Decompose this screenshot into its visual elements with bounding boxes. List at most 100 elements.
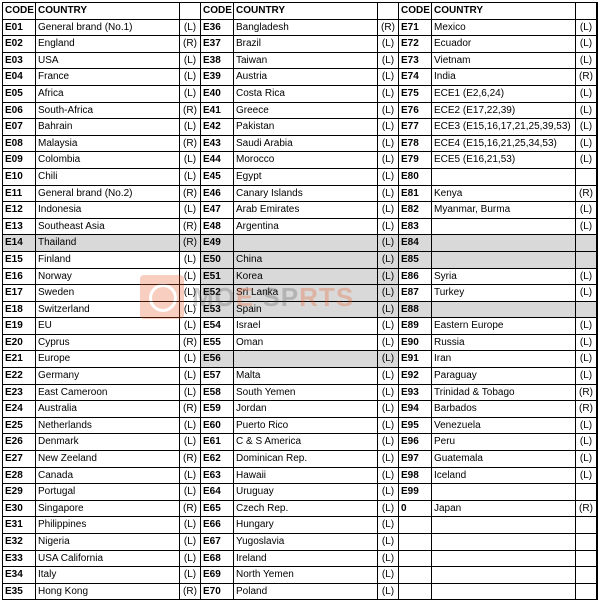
table-row: E22Germany(L) bbox=[3, 368, 201, 385]
table-row: E27New Zeeland(R) bbox=[3, 451, 201, 468]
country-cell: Israel bbox=[234, 318, 378, 334]
flag-cell: (L) bbox=[180, 418, 201, 434]
country-cell bbox=[432, 302, 576, 318]
table-row: E05Africa(L) bbox=[3, 86, 201, 103]
flag-cell: (R) bbox=[180, 451, 201, 467]
flag-cell: (L) bbox=[180, 269, 201, 285]
code-cell bbox=[399, 517, 432, 533]
country-cell: Korea bbox=[234, 269, 378, 285]
flag-cell: (L) bbox=[576, 451, 597, 467]
country-cell: Paraguay bbox=[432, 368, 576, 384]
table-row: E40Costa Rica(L) bbox=[201, 86, 399, 103]
table-row: E58South Yemen(L) bbox=[201, 385, 399, 402]
table-row: E53Spain(L) bbox=[201, 302, 399, 319]
code-cell: E87 bbox=[399, 285, 432, 301]
flag-cell bbox=[576, 517, 597, 533]
header-row: CODECOUNTRY bbox=[3, 3, 201, 20]
code-cell: E18 bbox=[3, 302, 36, 318]
country-cell: Portugal bbox=[36, 484, 180, 500]
country-cell: Pakistan bbox=[234, 119, 378, 135]
table-row: E19EU(L) bbox=[3, 318, 201, 335]
flag-cell: (L) bbox=[378, 119, 399, 135]
table-row: E63Hawaii(L) bbox=[201, 468, 399, 485]
flag-cell: (L) bbox=[378, 534, 399, 550]
table-row: E43Saudi Arabia(L) bbox=[201, 136, 399, 153]
code-cell: E85 bbox=[399, 252, 432, 268]
table-row: E56(L) bbox=[201, 351, 399, 368]
country-cell: ECE5 (E16,21,53) bbox=[432, 152, 576, 168]
table-row: E39Austria(L) bbox=[201, 69, 399, 86]
table-row: E68Ireland(L) bbox=[201, 551, 399, 568]
code-cell: E79 bbox=[399, 152, 432, 168]
flag-cell: (L) bbox=[576, 318, 597, 334]
flag-cell: (L) bbox=[378, 418, 399, 434]
country-cell: Trinidad & Tobago bbox=[432, 385, 576, 401]
table-row: E28Canada(L) bbox=[3, 468, 201, 485]
flag-cell: (L) bbox=[378, 235, 399, 251]
code-cell: E94 bbox=[399, 401, 432, 417]
code-cell: E55 bbox=[201, 335, 234, 351]
flag-cell: (L) bbox=[378, 434, 399, 450]
table-row: E23East Cameroon(L) bbox=[3, 385, 201, 402]
code-cell: E43 bbox=[201, 136, 234, 152]
country-cell: Arab Emirates bbox=[234, 202, 378, 218]
table-row: E03USA(L) bbox=[3, 53, 201, 70]
flag-cell: (L) bbox=[378, 202, 399, 218]
code-cell: E67 bbox=[201, 534, 234, 550]
country-cell: Hungary bbox=[234, 517, 378, 533]
table-row: E91Iran(L) bbox=[399, 351, 597, 368]
flag-cell: (L) bbox=[576, 434, 597, 450]
flag-cell bbox=[576, 551, 597, 567]
flag-cell bbox=[576, 534, 597, 550]
country-cell: Malaysia bbox=[36, 136, 180, 152]
flag-cell: (L) bbox=[378, 351, 399, 367]
country-cell bbox=[432, 584, 576, 600]
table-row: E46Canary Islands(L) bbox=[201, 186, 399, 203]
table-row: E82Myanmar, Burma(L) bbox=[399, 202, 597, 219]
country-cell: Taiwan bbox=[234, 53, 378, 69]
country-cell: General brand (No.2) bbox=[36, 186, 180, 202]
flag-cell: (R) bbox=[180, 219, 201, 235]
code-cell: E83 bbox=[399, 219, 432, 235]
flag-cell: (R) bbox=[576, 501, 597, 517]
country-code-table: CODECOUNTRYE01General brand (No.1)(L)E02… bbox=[2, 2, 598, 600]
flag-cell: (L) bbox=[180, 86, 201, 102]
table-row: E73Vietnam(L) bbox=[399, 53, 597, 70]
flag-cell: (L) bbox=[378, 468, 399, 484]
table-row: E94Barbados(R) bbox=[399, 401, 597, 418]
table-row: E24Australia(R) bbox=[3, 401, 201, 418]
flag-cell: (L) bbox=[576, 468, 597, 484]
table-row: E55Oman(L) bbox=[201, 335, 399, 352]
country-cell bbox=[432, 517, 576, 533]
table-row: E59Jordan(L) bbox=[201, 401, 399, 418]
table-row: E38Taiwan(L) bbox=[201, 53, 399, 70]
table-row: E89Eastern Europe(L) bbox=[399, 318, 597, 335]
flag-cell bbox=[576, 484, 597, 500]
code-cell: E96 bbox=[399, 434, 432, 450]
code-cell: E42 bbox=[201, 119, 234, 135]
table-row: E80 bbox=[399, 169, 597, 186]
country-cell bbox=[432, 484, 576, 500]
code-cell: E93 bbox=[399, 385, 432, 401]
table-row: E47Arab Emirates(L) bbox=[201, 202, 399, 219]
code-cell bbox=[399, 534, 432, 550]
header-row: CODECOUNTRY bbox=[201, 3, 399, 20]
code-cell: E51 bbox=[201, 269, 234, 285]
code-cell: E47 bbox=[201, 202, 234, 218]
table-row: E16Norway(L) bbox=[3, 269, 201, 286]
country-cell bbox=[234, 235, 378, 251]
country-cell bbox=[234, 351, 378, 367]
flag-cell: (R) bbox=[180, 335, 201, 351]
table-row: E25Netherlands(L) bbox=[3, 418, 201, 435]
country-cell: Peru bbox=[432, 434, 576, 450]
flag-cell: (L) bbox=[180, 385, 201, 401]
flag-cell: (L) bbox=[180, 119, 201, 135]
country-cell: Venezuela bbox=[432, 418, 576, 434]
code-cell: E30 bbox=[3, 501, 36, 517]
flag-cell bbox=[576, 235, 597, 251]
country-cell: ECE4 (E15,16,21,25,34,53) bbox=[432, 136, 576, 152]
table-row: E65Czech Rep.(L) bbox=[201, 501, 399, 518]
country-cell: Canada bbox=[36, 468, 180, 484]
table-row: E49(L) bbox=[201, 235, 399, 252]
country-cell: Italy bbox=[36, 567, 180, 583]
